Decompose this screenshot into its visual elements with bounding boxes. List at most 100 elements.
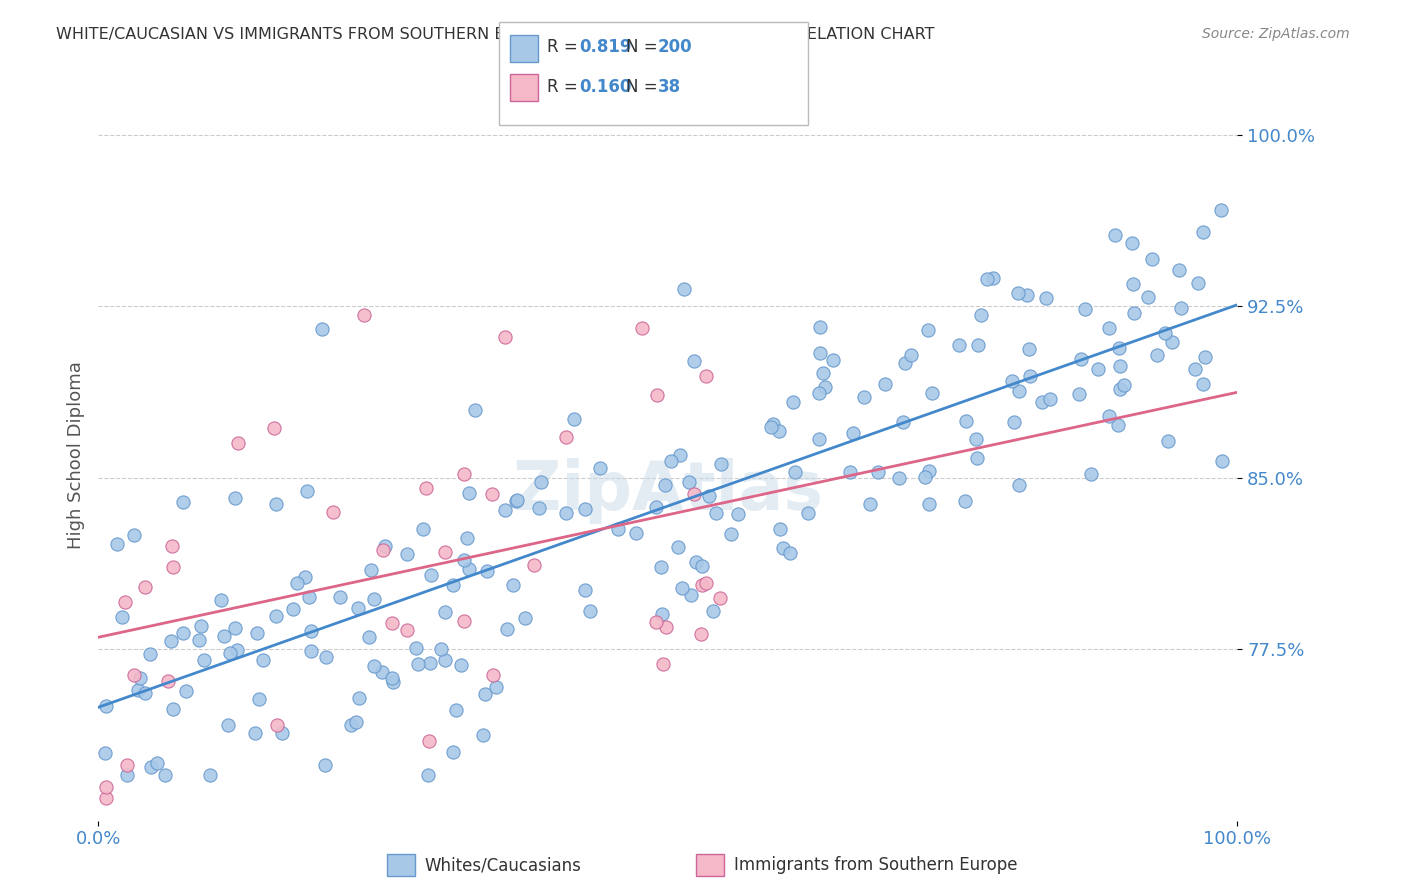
Point bbox=[299, 644, 322, 658]
Point bbox=[329, 591, 352, 605]
Point bbox=[948, 338, 970, 352]
Point bbox=[456, 531, 478, 545]
Point bbox=[685, 555, 707, 569]
Point bbox=[967, 338, 990, 352]
Point bbox=[682, 487, 704, 501]
Point bbox=[453, 615, 475, 629]
Point bbox=[381, 671, 404, 685]
Point bbox=[1104, 228, 1126, 243]
Text: WHITE/CAUCASIAN VS IMMIGRANTS FROM SOUTHERN EUROPE HIGH SCHOOL DIPLOMA CORRELATI: WHITE/CAUCASIAN VS IMMIGRANTS FROM SOUTH… bbox=[56, 27, 935, 42]
Point bbox=[464, 403, 486, 417]
Point bbox=[695, 369, 717, 384]
Text: 38: 38 bbox=[658, 78, 681, 95]
Point bbox=[1007, 285, 1029, 300]
Point bbox=[450, 658, 472, 673]
Point bbox=[172, 495, 194, 509]
Point bbox=[970, 308, 993, 322]
Point bbox=[527, 501, 550, 516]
Point bbox=[866, 465, 889, 479]
Point bbox=[1168, 263, 1191, 277]
Point bbox=[530, 475, 553, 489]
Point bbox=[554, 507, 576, 521]
Point bbox=[281, 602, 304, 616]
Point bbox=[252, 653, 274, 667]
Text: Source: ZipAtlas.com: Source: ZipAtlas.com bbox=[1202, 27, 1350, 41]
Point bbox=[381, 615, 404, 630]
Text: 0.160: 0.160 bbox=[579, 78, 631, 95]
Point bbox=[706, 507, 728, 521]
Point bbox=[842, 425, 865, 440]
Point bbox=[1108, 341, 1130, 355]
Text: N =: N = bbox=[626, 38, 662, 56]
Point bbox=[808, 432, 831, 446]
Point bbox=[264, 497, 287, 511]
Point bbox=[852, 391, 875, 405]
Point bbox=[785, 465, 807, 479]
Point bbox=[263, 421, 285, 435]
Point bbox=[1121, 235, 1143, 250]
Point bbox=[294, 570, 316, 584]
Point bbox=[523, 558, 546, 572]
Point bbox=[976, 272, 998, 286]
Point bbox=[921, 386, 943, 401]
Point bbox=[690, 627, 713, 641]
Point bbox=[671, 581, 693, 595]
Point bbox=[678, 475, 700, 489]
Point bbox=[344, 714, 367, 729]
Point bbox=[823, 352, 845, 367]
Point bbox=[127, 682, 149, 697]
Point bbox=[371, 542, 394, 557]
Point bbox=[134, 580, 156, 594]
Point bbox=[115, 757, 138, 772]
Point bbox=[859, 498, 882, 512]
Point bbox=[505, 494, 527, 508]
Point bbox=[695, 575, 717, 590]
Point bbox=[122, 528, 145, 542]
Text: Whites/Caucasians: Whites/Caucasians bbox=[425, 856, 582, 874]
Point bbox=[875, 376, 897, 391]
Point bbox=[893, 415, 915, 429]
Point bbox=[315, 649, 337, 664]
Point bbox=[710, 457, 733, 471]
Point bbox=[481, 487, 503, 501]
Point bbox=[1140, 252, 1163, 267]
Point bbox=[1123, 306, 1146, 320]
Point bbox=[574, 583, 596, 598]
Point bbox=[298, 590, 321, 604]
Point bbox=[117, 768, 139, 782]
Point bbox=[96, 698, 118, 713]
Point bbox=[917, 323, 939, 337]
Text: ZipAtlas: ZipAtlas bbox=[513, 458, 823, 524]
Point bbox=[209, 593, 232, 607]
Point bbox=[589, 461, 612, 475]
Point bbox=[645, 387, 668, 401]
Point bbox=[471, 728, 494, 742]
Point bbox=[894, 356, 917, 370]
Point bbox=[1019, 368, 1042, 383]
Point bbox=[645, 615, 668, 629]
Point bbox=[1137, 290, 1160, 304]
Point bbox=[193, 653, 215, 667]
Point bbox=[887, 471, 910, 485]
Point bbox=[1209, 202, 1232, 217]
Point bbox=[139, 647, 162, 661]
Point bbox=[94, 790, 117, 805]
Point bbox=[157, 674, 180, 689]
Point bbox=[917, 497, 939, 511]
Point bbox=[900, 348, 922, 362]
Point bbox=[94, 780, 117, 794]
Point bbox=[720, 527, 742, 541]
Point bbox=[420, 568, 443, 582]
Point bbox=[162, 702, 184, 716]
Point bbox=[1146, 349, 1168, 363]
Point bbox=[1187, 276, 1209, 290]
Point bbox=[579, 604, 602, 618]
Point bbox=[762, 417, 785, 431]
Point bbox=[779, 547, 801, 561]
Point bbox=[808, 319, 831, 334]
Point bbox=[494, 330, 516, 344]
Point bbox=[188, 633, 211, 648]
Point bbox=[808, 345, 831, 359]
Point bbox=[134, 686, 156, 700]
Point bbox=[1087, 361, 1109, 376]
